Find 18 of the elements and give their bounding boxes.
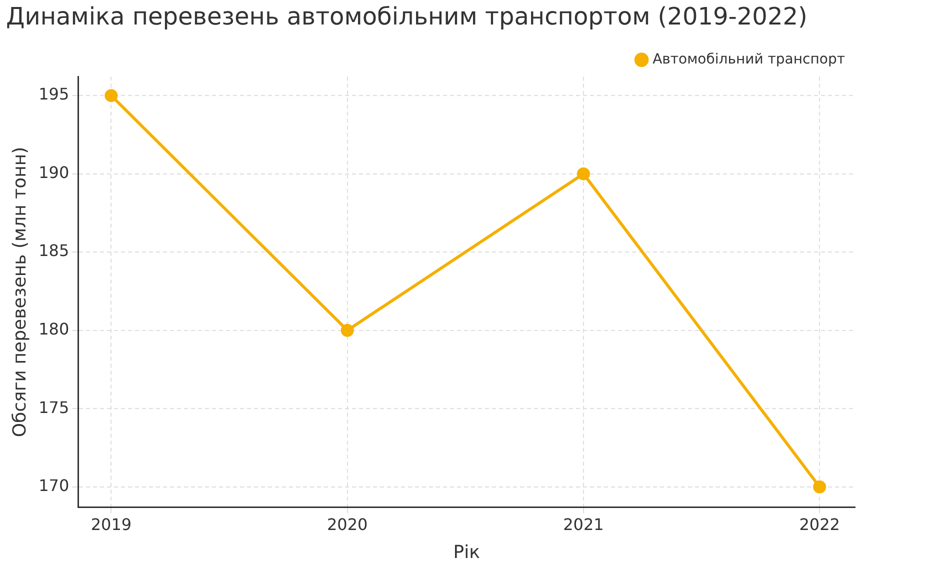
y-tick-label: 190 xyxy=(38,162,70,182)
point xyxy=(576,167,590,180)
y-tick-label: 175 xyxy=(38,398,70,417)
x-axis-title: Рік xyxy=(453,542,480,563)
point xyxy=(104,89,118,102)
x-tick-label: 2020 xyxy=(326,514,368,534)
x-tick-label: 2019 xyxy=(90,514,132,534)
x-tick-label: 2022 xyxy=(799,514,840,534)
chart-title: Динаміка перевезень автомобільним транспортом (2019-2022) xyxy=(6,2,808,31)
legend-label: Автомобільний транспорт xyxy=(652,51,846,68)
point xyxy=(813,480,826,494)
y-tick-label: 185 xyxy=(38,241,70,260)
y-tick-label: 195 xyxy=(38,84,70,104)
y-tick-label: 170 xyxy=(38,476,70,496)
point xyxy=(340,324,354,337)
x-tick-label: 2021 xyxy=(563,514,604,534)
y-tick-label: 180 xyxy=(38,320,70,338)
y-axis-title: Обсяги перевезень (млн тонн) xyxy=(9,146,30,438)
